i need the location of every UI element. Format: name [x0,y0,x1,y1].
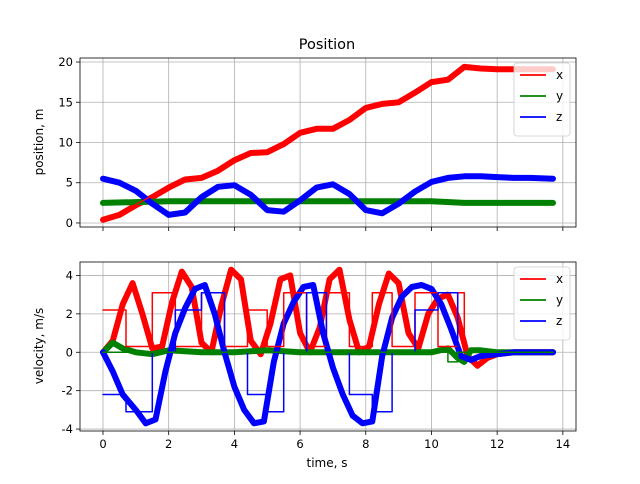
y-tick-label: 0 [66,345,73,359]
y-tick-label: 5 [66,176,73,190]
series-reference-line [102,351,554,363]
y-tick-label: 0 [66,216,73,230]
legend-label-y: y [556,89,563,103]
y-tick-label: 2 [66,307,73,321]
velocity-axes: 0 2 4 6 8 10 12 14 -4 -2 0 2 4 xyz [62,261,577,451]
y-tick-label: -4 [62,422,73,436]
series-z-line [100,173,556,218]
position-ylabel: position, m [32,109,46,176]
legend-label-x: x [556,68,563,82]
series-group [100,266,556,427]
legend-label-z: z [556,314,562,328]
x-tick-label: 14 [556,437,571,451]
series-reference-line [102,66,554,220]
x-tick-label: 12 [490,437,505,451]
position-axes: 0 5 10 15 20 xyz [58,55,577,231]
x-tick-label: 8 [362,437,369,451]
y-tick-label: 10 [58,136,73,150]
y-tick-label: 4 [66,268,73,282]
time-xlabel: time, s [307,456,348,470]
y-tick-label: 20 [58,55,73,69]
x-tick-label: 0 [99,437,106,451]
legend-label-x: x [556,272,563,286]
y-tick-label: 15 [58,95,73,109]
x-tick-label: 6 [296,437,303,451]
y-tick-label: -2 [62,384,73,398]
legend-label-z: z [556,110,562,124]
chart-title: Position [299,37,355,53]
legend: xyz [513,266,571,341]
series-x-line [100,266,556,369]
legend-label-y: y [556,293,563,307]
velocity-ylabel: velocity, m/s [32,308,46,385]
series-y-line [100,198,556,206]
legend: xyz [513,62,571,137]
series-group [100,63,556,223]
x-tick-label: 10 [424,437,439,451]
axes-frame [79,261,577,432]
x-tick-label: 4 [231,437,238,451]
x-tick-label: 2 [165,437,172,451]
